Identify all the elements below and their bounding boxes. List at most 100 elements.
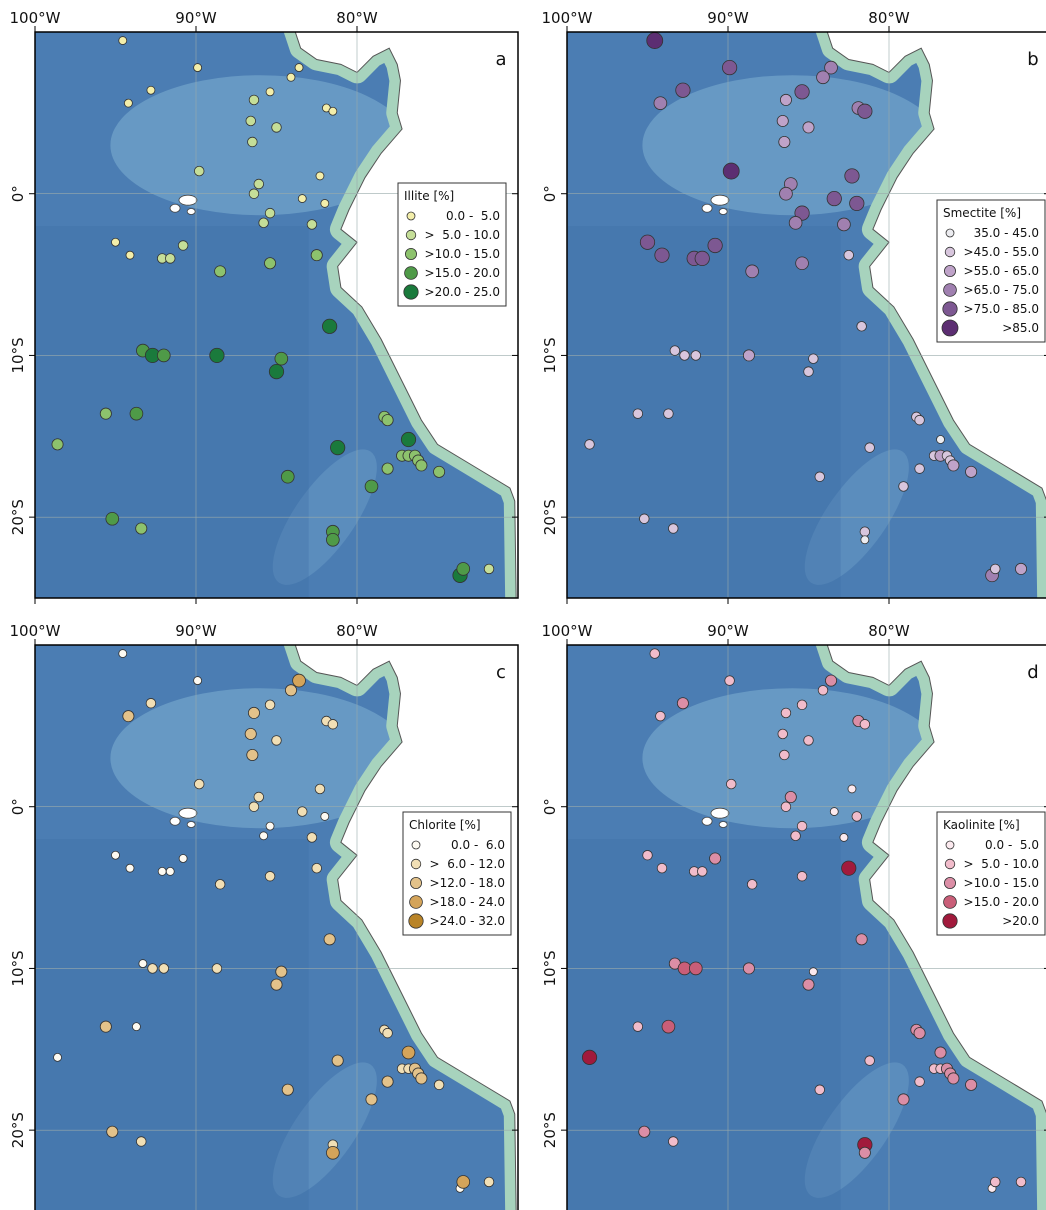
sample-point xyxy=(210,348,224,362)
sample-point xyxy=(107,1126,118,1137)
sample-point xyxy=(254,179,264,189)
sample-point xyxy=(126,251,134,259)
sample-point xyxy=(747,880,757,890)
sample-point xyxy=(647,33,663,49)
legend-title: Smectite [%] xyxy=(943,206,1021,220)
x-tick-label: 100°W xyxy=(10,622,61,640)
legend-label: >75.0 - 85.0 xyxy=(964,302,1039,316)
sample-point xyxy=(297,807,307,817)
sample-point xyxy=(330,440,344,454)
sample-point xyxy=(664,409,674,419)
sample-point xyxy=(654,97,667,110)
sample-point xyxy=(194,166,204,176)
sample-point xyxy=(249,189,259,199)
sample-point xyxy=(966,1079,977,1090)
sample-point xyxy=(677,698,688,709)
sample-point xyxy=(676,83,690,97)
legend-swatch xyxy=(411,859,421,869)
x-tick-label: 80°W xyxy=(868,622,910,640)
x-tick-label: 80°W xyxy=(868,9,910,27)
deep-basin xyxy=(35,226,309,598)
sample-point xyxy=(838,218,851,231)
panel-letter: c xyxy=(496,662,506,683)
sample-point xyxy=(898,1094,909,1105)
sample-point xyxy=(780,187,793,200)
sample-point xyxy=(100,1021,111,1032)
legend-label: >10.0 - 15.0 xyxy=(964,876,1039,890)
sample-point xyxy=(780,94,791,105)
sample-point xyxy=(272,736,282,746)
legend-label: 0.0 - 5.0 xyxy=(985,838,1039,852)
legend-swatch xyxy=(943,914,957,928)
y-tick-label: 20°S xyxy=(9,1112,27,1148)
legend-swatch xyxy=(943,302,957,316)
sample-point xyxy=(857,322,867,332)
sample-point xyxy=(859,1147,870,1158)
legend-label: > 5.0 - 10.0 xyxy=(425,228,500,242)
island xyxy=(179,808,197,818)
x-tick-label: 90°W xyxy=(707,9,749,27)
sample-point xyxy=(643,850,653,860)
sample-point xyxy=(585,440,595,450)
sample-point xyxy=(948,1073,959,1084)
sample-point xyxy=(316,172,324,180)
sample-point xyxy=(899,482,909,492)
legend-swatch xyxy=(407,212,415,220)
sample-point xyxy=(136,523,147,534)
sample-point xyxy=(382,1076,393,1087)
x-tick-label: 100°W xyxy=(542,622,593,640)
sample-point xyxy=(166,867,174,875)
sample-point xyxy=(633,409,643,419)
panel-letter: a xyxy=(495,49,506,70)
legend-label: >15.0 - 20.0 xyxy=(964,895,1039,909)
sample-point xyxy=(817,71,830,84)
sample-point xyxy=(582,1050,596,1064)
sample-point xyxy=(293,674,306,687)
sample-point xyxy=(691,351,701,361)
sample-point xyxy=(112,851,120,859)
sample-point xyxy=(324,934,335,945)
legend-label: >45.0 - 55.0 xyxy=(964,245,1039,259)
sample-point xyxy=(830,808,838,816)
sample-point xyxy=(781,802,791,812)
sample-point xyxy=(797,871,807,881)
sample-point xyxy=(680,351,690,361)
sample-point xyxy=(815,1085,825,1095)
sample-point xyxy=(848,785,856,793)
panel-letter: b xyxy=(1027,49,1038,70)
legend-label: >65.0 - 75.0 xyxy=(964,283,1039,297)
sample-point xyxy=(52,439,63,450)
sample-point xyxy=(781,708,791,718)
sample-point xyxy=(708,238,722,252)
sample-point xyxy=(266,822,274,830)
island xyxy=(702,817,712,825)
sample-point xyxy=(245,728,256,739)
legend-swatch xyxy=(942,320,958,336)
sample-point xyxy=(935,1047,946,1058)
legend-swatch xyxy=(405,248,416,259)
sample-point xyxy=(850,196,864,210)
sample-point xyxy=(295,64,303,72)
sample-point xyxy=(254,792,264,802)
y-tick-label: 10°S xyxy=(541,950,559,986)
sample-point xyxy=(861,536,869,544)
sample-point xyxy=(212,964,222,974)
sample-point xyxy=(484,1177,494,1187)
x-tick-label: 90°W xyxy=(707,622,749,640)
sample-point xyxy=(265,871,275,881)
sample-point xyxy=(366,1094,377,1105)
sample-point xyxy=(777,115,788,126)
sample-point xyxy=(124,99,132,107)
sample-point xyxy=(247,749,258,760)
legend-label: 0.0 - 6.0 xyxy=(451,838,505,852)
sample-point xyxy=(915,415,925,425)
sample-point xyxy=(640,235,654,249)
sample-point xyxy=(657,863,667,873)
legend-swatch xyxy=(944,284,957,297)
x-tick-label: 100°W xyxy=(542,9,593,27)
sample-point xyxy=(915,464,925,474)
sample-point xyxy=(416,460,427,471)
sample-point xyxy=(132,1023,140,1031)
sample-point xyxy=(315,784,325,794)
sample-point xyxy=(1015,563,1026,574)
